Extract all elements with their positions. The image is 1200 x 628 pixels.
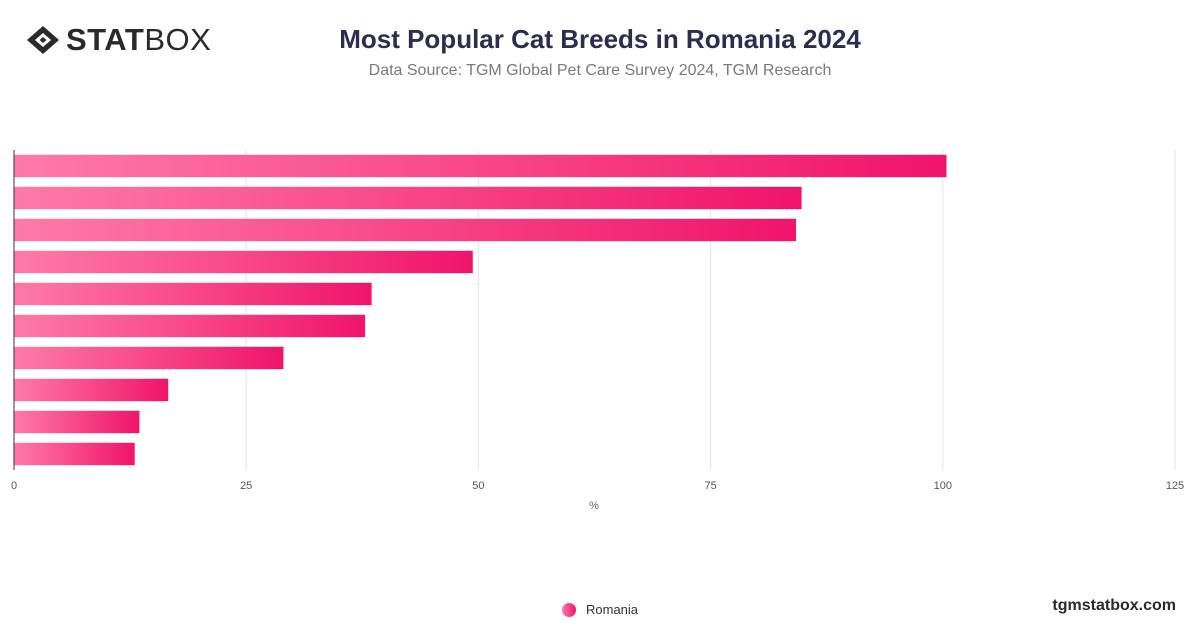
bar[interactable]: [14, 410, 140, 434]
statbox-logo: STATBOX: [26, 22, 211, 58]
x-axis-ticks: 0 25 50 75 100 125: [11, 480, 1184, 492]
x-tick-label: 125: [1166, 480, 1184, 492]
statbox-diamond-icon: [27, 26, 59, 54]
bars: [14, 154, 947, 466]
bar[interactable]: [14, 186, 802, 210]
legend-label-romania: Romania: [586, 602, 639, 617]
x-tick-label: 50: [472, 480, 484, 492]
bar[interactable]: [14, 154, 947, 178]
logo-box: BOX: [144, 22, 212, 57]
footer-brand: tgmstatbox.com: [1052, 597, 1176, 614]
bar[interactable]: [14, 218, 796, 242]
legend-marker: [562, 602, 576, 617]
x-tick-label: 100: [934, 480, 952, 492]
x-tick-label: 75: [704, 480, 716, 492]
bar[interactable]: [14, 346, 284, 370]
bar[interactable]: [14, 250, 473, 274]
x-axis-label: %: [589, 500, 599, 512]
x-tick-label: 0: [11, 480, 17, 492]
bar[interactable]: [14, 378, 169, 402]
bar[interactable]: [14, 314, 366, 338]
x-tick-label: 25: [240, 480, 252, 492]
legend[interactable]: Romania: [562, 602, 638, 617]
logo-text: STATBOX: [66, 22, 211, 58]
chart-subtitle: Data Source: TGM Global Pet Care Survey …: [368, 62, 832, 79]
bar[interactable]: [14, 442, 135, 466]
logo-stat: STAT: [66, 22, 145, 57]
bar[interactable]: [14, 282, 372, 306]
chart-title: Most Popular Cat Breeds in Romania 2024: [339, 24, 861, 54]
